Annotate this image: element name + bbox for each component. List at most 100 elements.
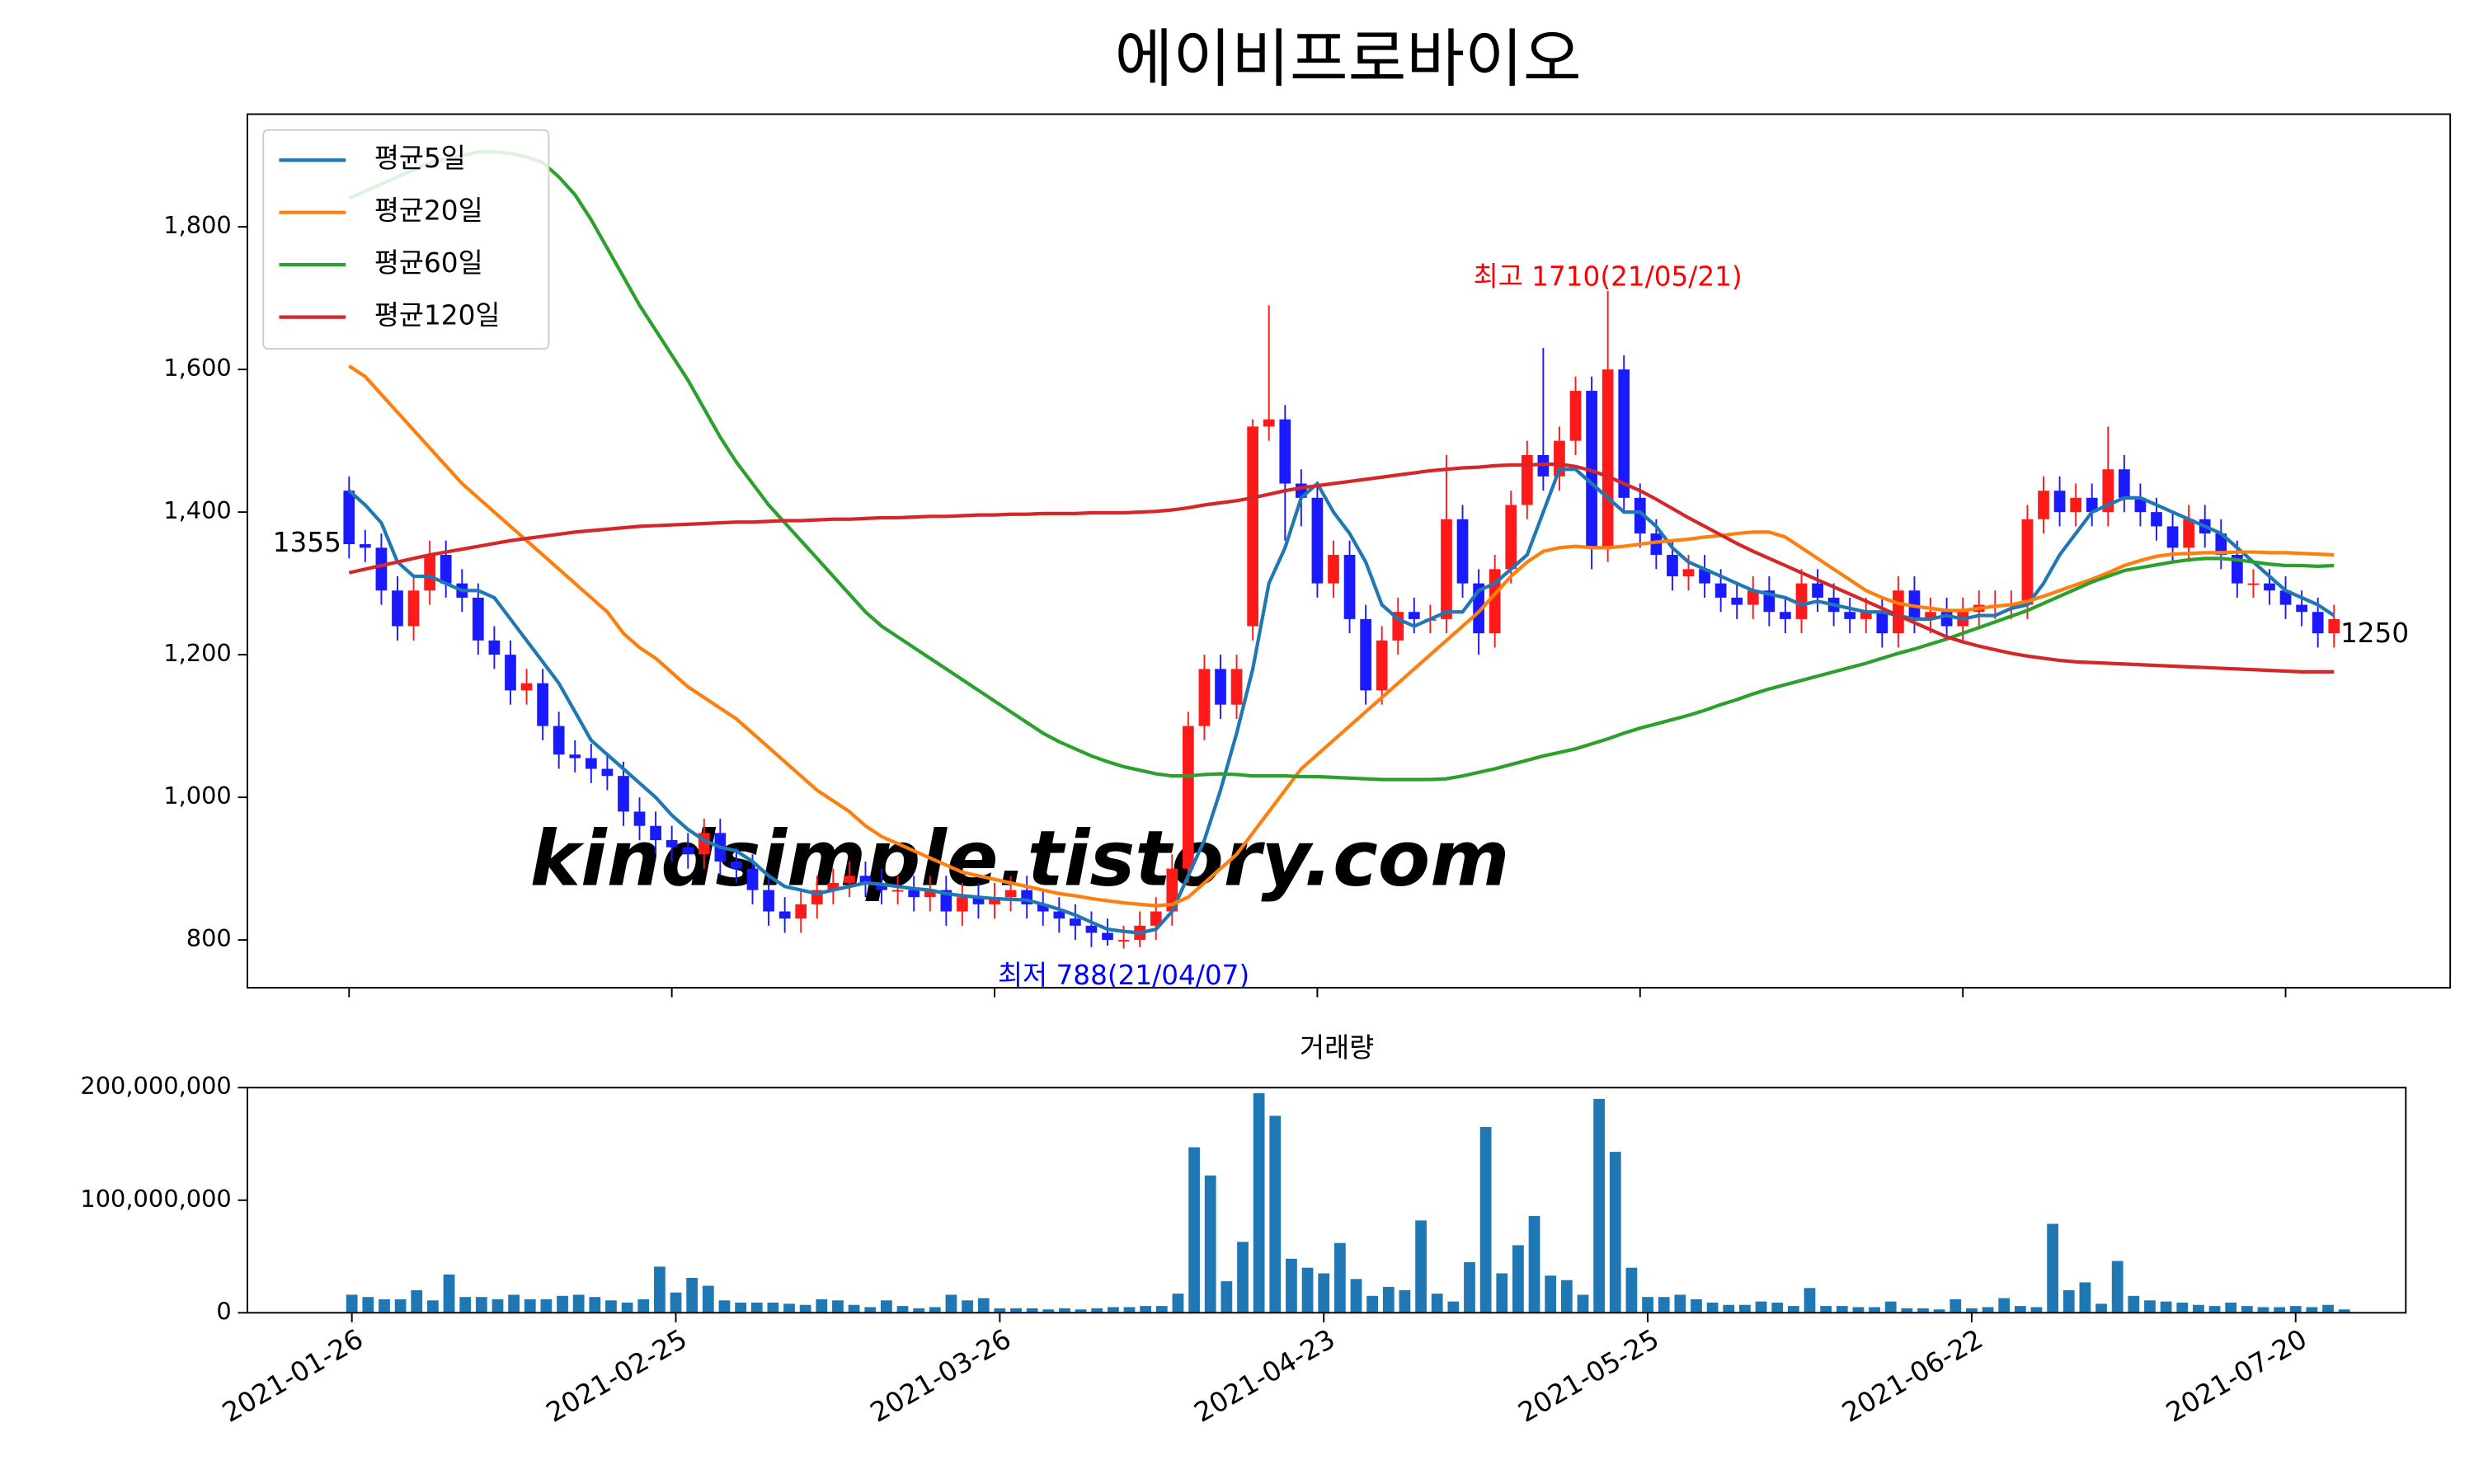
volume-bar [735, 1303, 746, 1313]
volume-bar [913, 1308, 925, 1313]
volume-bar [1512, 1245, 1524, 1313]
volume-bar [654, 1266, 666, 1313]
volume-bar [557, 1295, 568, 1313]
volume-bar [1350, 1279, 1362, 1313]
annotation: 최저 788(21/04/07) [998, 960, 1249, 991]
candle-body [601, 768, 614, 777]
volume-bar [524, 1298, 536, 1313]
volume-bar [1545, 1275, 1557, 1313]
volume-bar [2322, 1304, 2334, 1313]
volume-bar [572, 1294, 585, 1313]
candle-body [1343, 555, 1356, 619]
volume-bar [1091, 1308, 1103, 1313]
volume-bar [427, 1300, 439, 1313]
volume-bar [962, 1300, 973, 1313]
candle-body [424, 555, 435, 591]
volume-bar [394, 1298, 407, 1313]
candle-body [553, 726, 565, 755]
volume-bar [605, 1300, 617, 1313]
y-tick-label: 1,600 [163, 354, 232, 382]
volume-bar [2047, 1223, 2058, 1313]
candle-body [2279, 590, 2292, 605]
candle-body [2134, 497, 2147, 513]
volume-bar [2128, 1295, 2140, 1313]
volume-bar [686, 1277, 698, 1313]
candle-body [1004, 890, 1017, 898]
legend-label: 평균120일 [374, 300, 501, 331]
annotation: 최고 1710(21/05/21) [1474, 261, 1743, 293]
volume-bar [1059, 1308, 1070, 1313]
volume-bar [1658, 1297, 1670, 1313]
volume-bar [1593, 1098, 1606, 1313]
volume-bar [1966, 1308, 1978, 1313]
candle-body [1699, 569, 1710, 584]
legend-label: 평균60일 [374, 247, 483, 279]
volume-bar [2030, 1307, 2043, 1313]
volume-bar [799, 1304, 811, 1313]
volume-bar [881, 1300, 892, 1313]
volume-bar [2338, 1309, 2350, 1313]
volume-bar [540, 1298, 553, 1313]
volume-bar [2095, 1303, 2107, 1313]
volume-bar [1010, 1308, 1022, 1313]
candle-body [1117, 940, 1130, 942]
volume-bar [1577, 1294, 1589, 1313]
volume-bar [767, 1303, 779, 1313]
volume-bar [1804, 1288, 1816, 1313]
volume-bar [750, 1303, 763, 1313]
candle-body [1230, 669, 1243, 705]
legend-box [262, 129, 550, 350]
candle-body [1279, 419, 1291, 484]
volume-bar [1755, 1301, 1767, 1313]
candle-body [1070, 918, 1081, 926]
candle-body [1263, 419, 1275, 427]
candle-body [1650, 533, 1663, 556]
volume-bar [1496, 1273, 1508, 1313]
volume-bar [1901, 1308, 1913, 1313]
candle-body [2328, 618, 2340, 634]
candle-body [731, 861, 742, 869]
candle-body [2070, 497, 2082, 513]
volume-bar [2193, 1304, 2204, 1313]
axes-frame [247, 1087, 2407, 1314]
volume-bar [718, 1300, 731, 1313]
candle-body [1569, 391, 1582, 441]
candle-body [778, 911, 791, 919]
candle-body [1554, 440, 1565, 477]
candle-body [1085, 925, 1098, 933]
candle-body [1376, 640, 1388, 691]
volume-bar [2274, 1307, 2285, 1313]
candle-body [1505, 505, 1517, 570]
candle-body [1844, 612, 1856, 619]
candle-body [2247, 583, 2260, 585]
volume-bar [492, 1298, 504, 1313]
volume-bar [508, 1294, 520, 1313]
candle-body [1714, 583, 1727, 598]
candle-body [1780, 612, 1791, 619]
volume-bar [1869, 1307, 1880, 1313]
candle-body [844, 876, 855, 883]
candle-body [2264, 583, 2275, 591]
volume-bar [1075, 1309, 1087, 1313]
candle-body [505, 655, 516, 691]
volume-bar [1107, 1307, 1119, 1313]
candle-body [1667, 555, 1678, 576]
volume-bar [1286, 1258, 1297, 1313]
volume-bar [1026, 1308, 1038, 1313]
volume-bar [1528, 1215, 1540, 1313]
volume-bar [1917, 1308, 1929, 1313]
candle-body [746, 868, 759, 890]
volume-bar [994, 1308, 1006, 1313]
candle-body [1731, 597, 1743, 605]
candle-body [2021, 519, 2034, 605]
volume-bar [2176, 1303, 2189, 1313]
candle-body [876, 882, 887, 890]
candle-body [407, 590, 420, 627]
y-tick-label: 0 [216, 1297, 231, 1325]
volume-bar [1253, 1093, 1265, 1313]
candle-body [1150, 911, 1162, 926]
volume-bar [379, 1298, 390, 1313]
volume-bar [1998, 1298, 2011, 1313]
